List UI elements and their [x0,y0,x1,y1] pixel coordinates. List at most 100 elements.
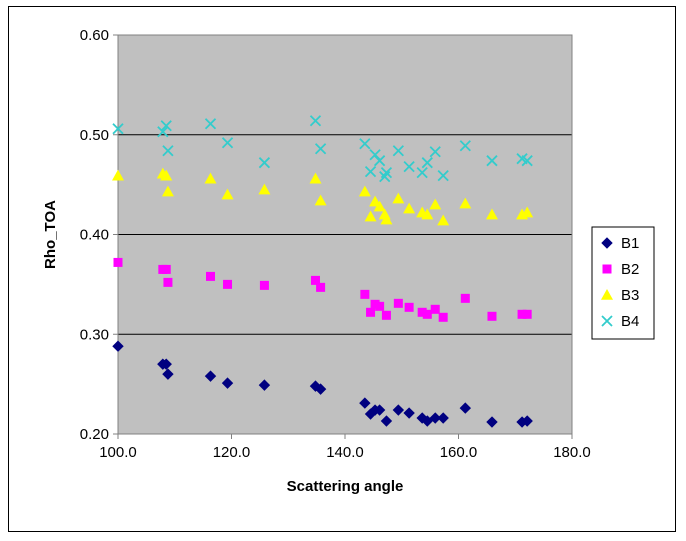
data-point-b3 [373,200,386,212]
legend-label: B4 [621,313,639,330]
data-point-b2 [487,311,497,321]
data-point-b1 [392,404,405,416]
legend-item-b2: B2 [602,261,639,278]
data-point-b2 [316,282,326,292]
data-point-b1 [221,377,234,389]
data-point-b2 [113,257,123,267]
data-point-b4 [421,157,433,169]
y-tick-label: 0.50 [80,127,109,144]
data-point-b4 [314,143,327,155]
data-point-b3 [309,172,322,184]
data-point-b2 [366,307,376,317]
data-point-b2 [430,304,440,314]
legend-item-b3: B3 [601,287,639,304]
legend-marker-b3 [601,289,613,300]
data-point-b2 [460,293,470,303]
series-b1 [112,340,533,428]
legend-label: B2 [621,261,639,278]
data-point-b1 [204,370,217,382]
data-point-b3 [161,185,174,197]
legend-marker-b4 [601,315,613,327]
data-point-b1 [403,407,415,419]
data-point-b2 [404,302,414,312]
data-point-b2 [259,280,269,290]
data-point-b4 [403,161,415,173]
data-point-b2 [163,277,173,287]
data-point-b4 [364,166,377,178]
x-axis-title: Scattering angle [287,478,404,495]
data-point-b3 [160,169,173,181]
data-point-b2 [206,271,216,281]
data-point-b2 [370,299,380,309]
legend-label: B1 [621,235,639,252]
data-point-b2 [517,309,527,319]
data-point-b4 [429,146,441,158]
series-b3 [112,167,534,226]
data-point-b4 [521,155,533,167]
data-point-b1 [314,383,327,395]
data-point-b3 [459,197,472,209]
data-point-b2 [360,289,370,299]
data-point-b4 [162,145,174,157]
data-point-b3 [258,183,271,195]
data-point-b4 [309,115,322,127]
data-points [112,115,534,428]
data-point-b1 [160,358,172,370]
data-point-b1 [486,416,498,428]
data-point-b2 [422,309,432,319]
data-point-b3 [221,188,234,200]
data-point-b1 [359,397,371,409]
data-point-b3 [392,192,405,204]
data-point-b3 [358,185,371,197]
legend-box [591,226,655,340]
data-point-b1 [459,402,472,414]
data-point-b3 [485,208,498,220]
legend: B1 B2 B3 B4 [591,226,655,340]
data-point-b4 [157,126,169,138]
x-tick-label: 160.0 [440,444,478,461]
data-point-b2 [375,301,385,311]
data-point-b2 [522,309,532,319]
legend-item-b1: B1 [601,235,639,252]
data-point-b4 [258,157,271,169]
data-point-b3 [437,214,450,226]
x-tick-label: 120.0 [213,444,251,461]
x-tick-label: 180.0 [553,444,591,461]
data-point-b4 [392,145,404,157]
data-point-b4 [380,167,393,179]
data-point-b4 [160,120,172,132]
data-point-b1 [373,404,386,416]
legend-marker-b2 [602,264,612,274]
data-point-b2 [161,264,171,274]
y-axis-title: Rho_TOA [42,200,59,269]
data-point-b2 [438,312,448,322]
data-point-b2 [381,310,391,320]
data-point-b4 [221,137,234,149]
data-point-b3 [421,208,434,220]
data-point-b2 [310,275,320,285]
data-point-b1 [380,415,393,427]
data-point-b1 [258,379,271,391]
tick-labels: 0.20 0.30 0.40 0.50 0.60 100.0 120.0 140.0 160.0… [80,27,591,461]
data-point-b3 [364,210,377,222]
data-point-b4 [369,149,381,161]
data-point-b3 [403,202,416,214]
data-point-b3 [521,206,534,218]
data-point-b4 [437,170,449,182]
y-tick-label: 0.40 [80,227,109,244]
data-point-b4 [459,140,471,152]
data-point-b4 [359,138,371,150]
data-point-b1 [521,415,533,427]
data-point-b2 [417,307,427,317]
data-point-b4 [112,123,124,135]
data-point-b3 [380,213,393,225]
data-point-b3 [429,198,442,210]
data-point-b4 [204,118,217,130]
legend-item-b4: B4 [601,313,639,330]
data-point-b3 [204,172,217,184]
chart-frame: 0.20 0.30 0.40 0.50 0.60 100.0 120.0 140.0 160.0… [8,6,676,532]
data-point-b4 [416,167,428,179]
data-point-b4 [486,155,498,167]
data-point-b1 [429,412,441,424]
y-tick-label: 0.30 [80,326,109,343]
